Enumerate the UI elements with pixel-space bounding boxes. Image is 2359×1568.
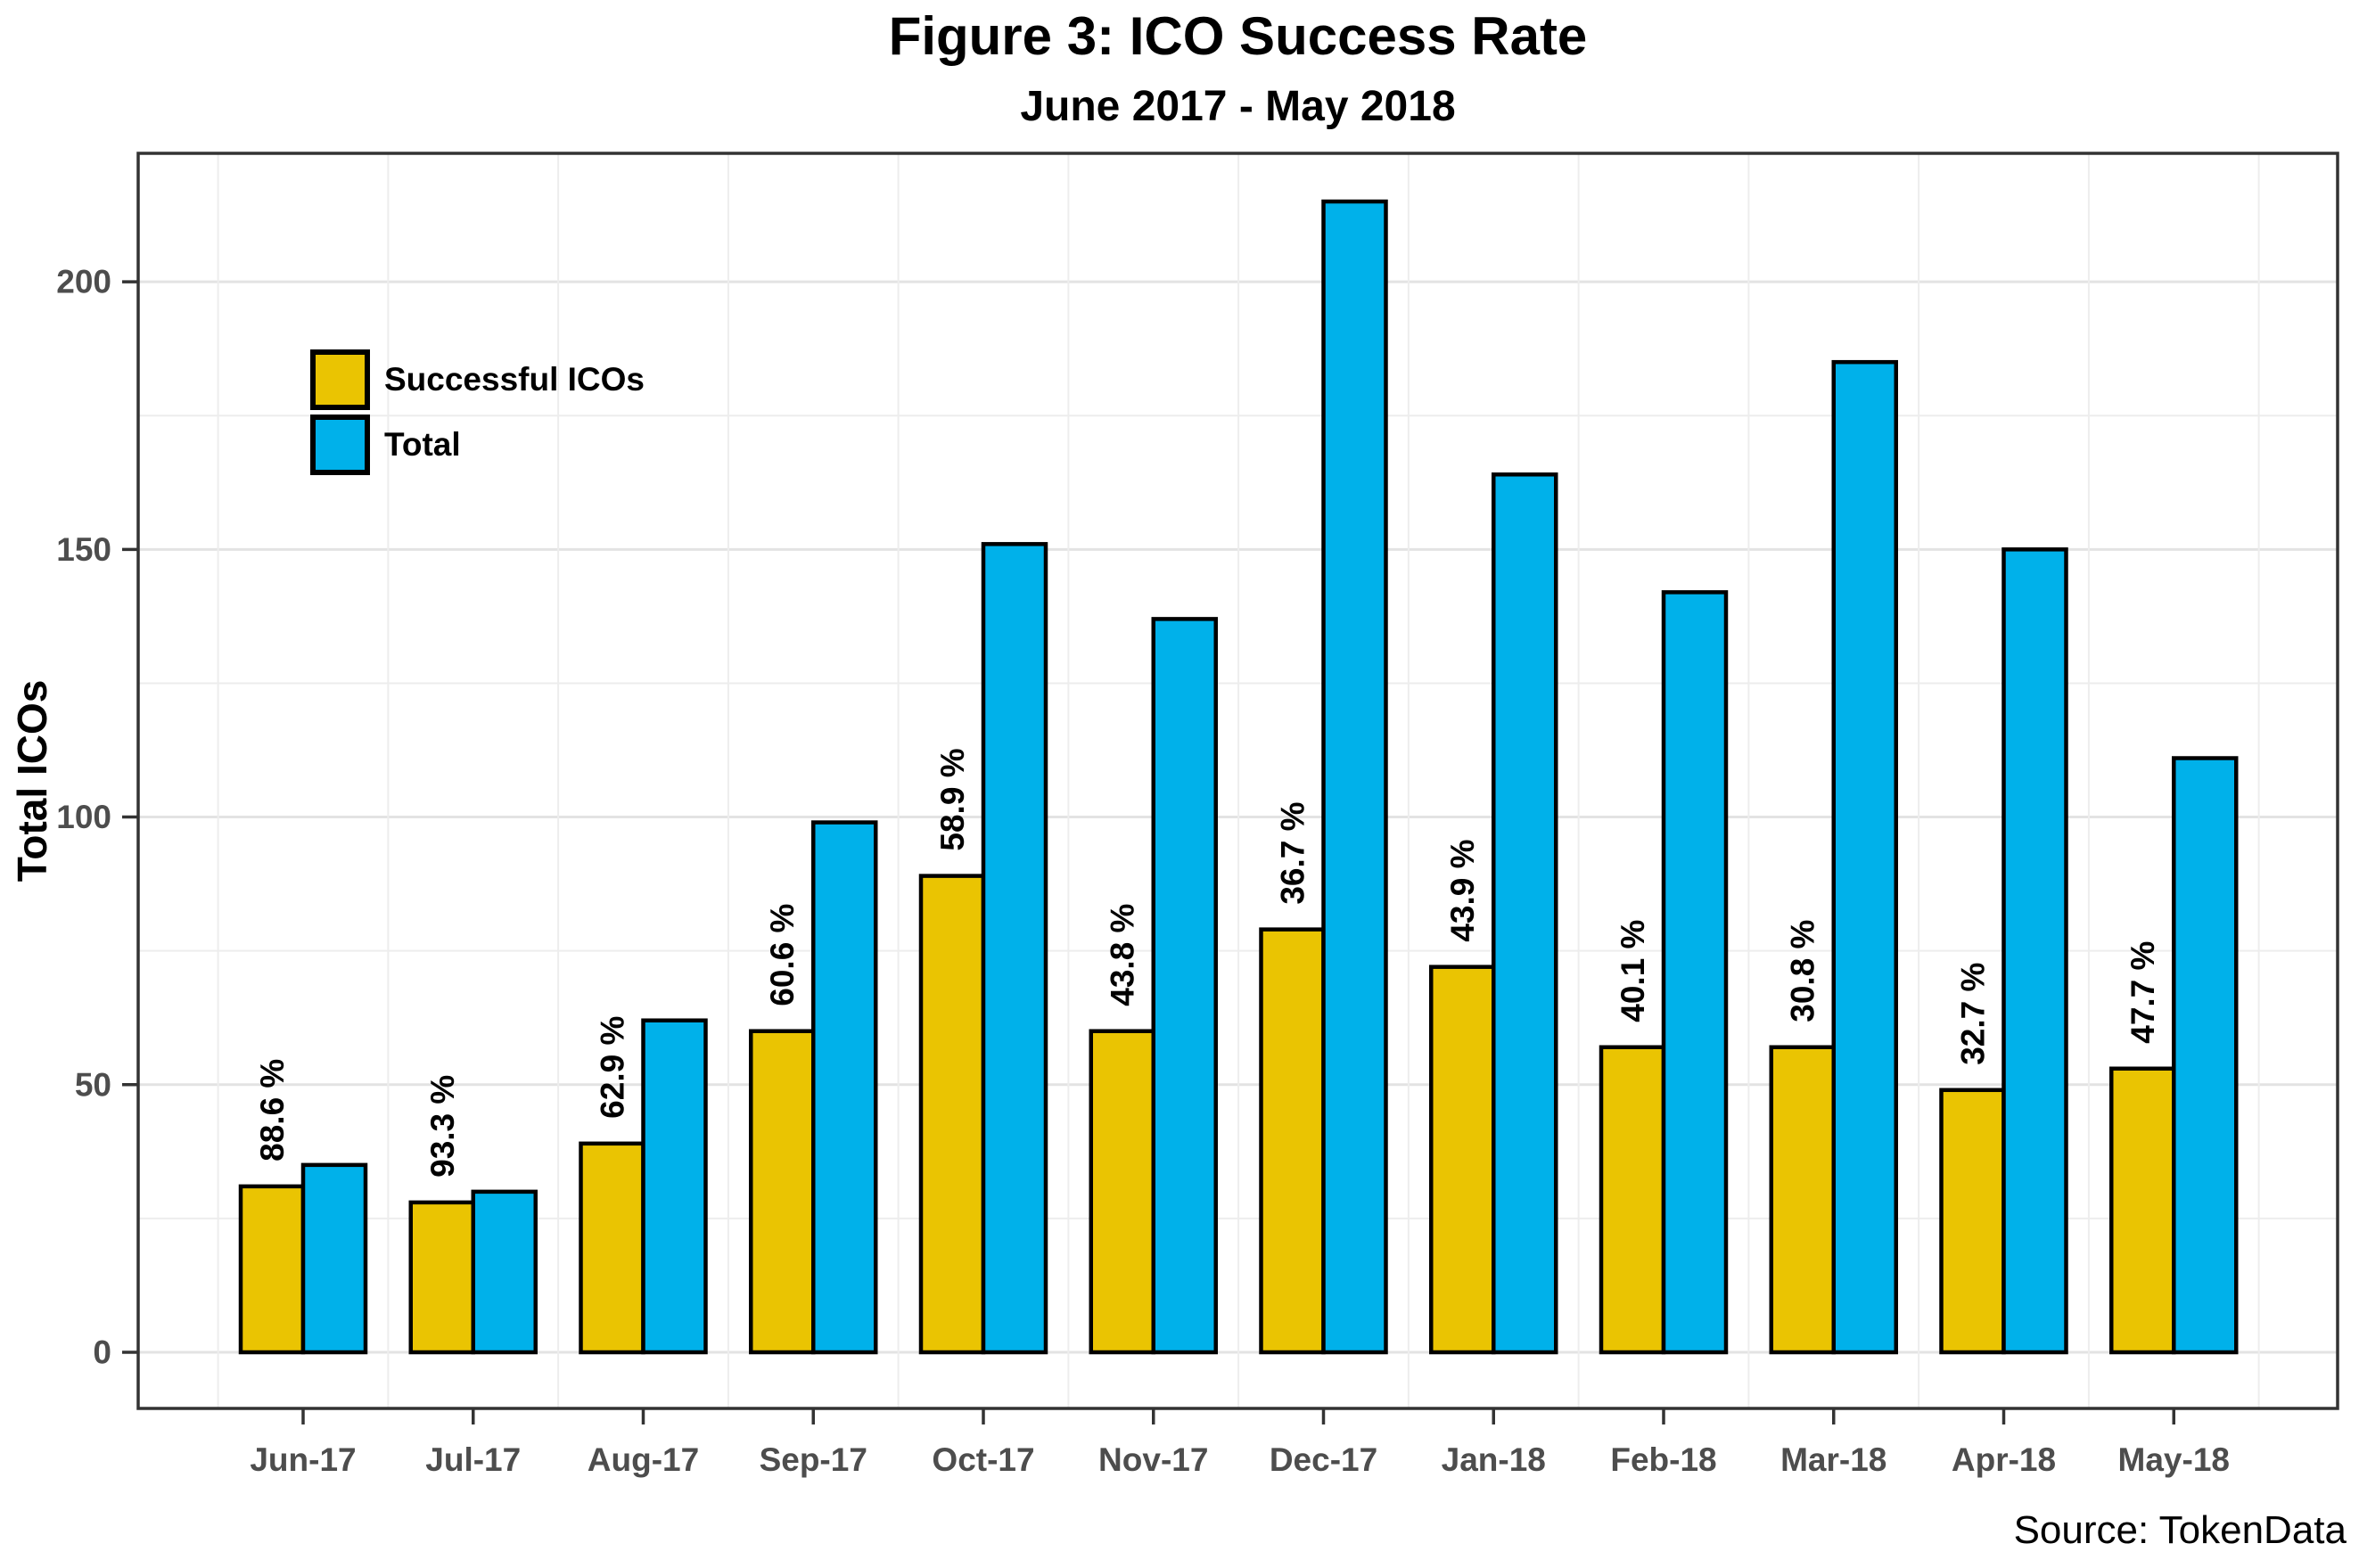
- y-tick-label-100: 100: [56, 799, 111, 835]
- x-tick-label-Apr-18: Apr-18: [1952, 1441, 2056, 1478]
- pct-label-Mar-18: 30.8 %: [1785, 920, 1821, 1022]
- pct-label-Feb-18: 40.1 %: [1615, 920, 1651, 1022]
- x-tick-label-Aug-17: Aug-17: [588, 1441, 699, 1478]
- bar-group-Feb-18: [1599, 590, 1729, 1355]
- bar-successful-Aug-17: [579, 1141, 645, 1355]
- bar-successful-Jul-17: [408, 1200, 475, 1355]
- pct-label-Dec-17: 36.7 %: [1275, 801, 1311, 904]
- chart-title: Figure 3: ICO Success Rate: [888, 6, 1588, 66]
- bar-group-Dec-17: [1259, 199, 1388, 1355]
- x-tick-label-Sep-17: Sep-17: [760, 1441, 867, 1478]
- y-tick-label-200: 200: [56, 264, 111, 300]
- legend-label-total: Total: [384, 426, 461, 463]
- bar-total-Nov-17: [1151, 617, 1218, 1355]
- panel-border: [136, 152, 2339, 1410]
- x-tick-label-Feb-18: Feb-18: [1610, 1441, 1716, 1478]
- source-note: Source: TokenData: [2013, 1508, 2347, 1552]
- x-tick-label-May-18: May-18: [2118, 1441, 2230, 1478]
- pct-label-Oct-17: 58.9 %: [934, 748, 971, 850]
- pct-label-Nov-17: 43.8 %: [1105, 904, 1141, 1006]
- bar-successful-Mar-18: [1769, 1045, 1836, 1355]
- pct-label-Jul-17: 93.3 %: [424, 1075, 461, 1178]
- bar-total-Feb-18: [1661, 590, 1729, 1355]
- bar-total-Oct-17: [981, 542, 1048, 1355]
- bar-total-Aug-17: [641, 1018, 708, 1355]
- bar-successful-Dec-17: [1259, 927, 1326, 1355]
- y-axis-title: Total ICOs: [9, 680, 55, 883]
- legend-swatch-successful: [310, 349, 370, 410]
- legend-label-successful: Successful ICOs: [384, 361, 645, 398]
- legend-item-successful: Successful ICOs: [310, 349, 645, 410]
- bar-group-Oct-17: [918, 542, 1048, 1355]
- bar-successful-Jun-17: [238, 1184, 306, 1355]
- bar-total-Apr-18: [2001, 547, 2068, 1355]
- chart-subtitle: June 2017 - May 2018: [1020, 83, 1456, 130]
- y-tick-label-0: 0: [93, 1334, 111, 1371]
- x-tick-label-Oct-17: Oct-17: [932, 1441, 1034, 1478]
- bar-total-Sep-17: [811, 820, 878, 1355]
- x-tick-label-Nov-17: Nov-17: [1098, 1441, 1208, 1478]
- y-tick-label-150: 150: [56, 531, 111, 568]
- bar-total-Jul-17: [471, 1189, 538, 1355]
- bar-successful-Jan-18: [1429, 965, 1496, 1355]
- y-tick-label-50: 50: [75, 1066, 111, 1103]
- bar-group-Aug-17: [579, 1018, 708, 1355]
- x-tick-label-Jan-18: Jan-18: [1442, 1441, 1546, 1478]
- bar-total-Mar-18: [1831, 359, 1898, 1355]
- x-tick-label-Jul-17: Jul-17: [425, 1441, 521, 1478]
- bar-group-Jan-18: [1429, 472, 1558, 1355]
- bar-successful-Feb-18: [1599, 1045, 1666, 1355]
- bar-successful-Nov-17: [1089, 1029, 1155, 1355]
- bar-group-Mar-18: [1769, 359, 1898, 1355]
- legend-swatch-total: [310, 415, 370, 475]
- bar-group-Jul-17: [408, 1189, 538, 1355]
- bar-group-Jun-17: [238, 1162, 368, 1355]
- bar-total-Jun-17: [300, 1162, 368, 1355]
- x-tick-label-Mar-18: Mar-18: [1780, 1441, 1886, 1478]
- bar-total-Dec-17: [1321, 199, 1388, 1355]
- bar-group-May-18: [2109, 756, 2239, 1355]
- bar-successful-Apr-18: [1939, 1088, 2006, 1355]
- bar-successful-May-18: [2109, 1066, 2176, 1355]
- bar-group-Apr-18: [1939, 547, 2068, 1355]
- x-tick-label-Dec-17: Dec-17: [1270, 1441, 1377, 1478]
- bar-total-Jan-18: [1492, 472, 1558, 1355]
- pct-label-Sep-17: 60.6 %: [764, 904, 801, 1006]
- pct-label-Jan-18: 43.9 %: [1444, 839, 1481, 941]
- pct-label-Apr-18: 32.7 %: [1955, 963, 1992, 1065]
- pct-label-May-18: 47.7 %: [2125, 941, 2161, 1044]
- bar-group-Sep-17: [749, 820, 878, 1355]
- bar-successful-Sep-17: [749, 1029, 816, 1355]
- pct-label-Aug-17: 62.9 %: [595, 1016, 631, 1119]
- bar-total-May-18: [2172, 756, 2239, 1355]
- bar-successful-Oct-17: [918, 874, 986, 1355]
- legend-item-total: Total: [310, 415, 461, 475]
- pct-label-Jun-17: 88.6 %: [254, 1059, 291, 1162]
- bar-group-Nov-17: [1089, 617, 1218, 1355]
- x-tick-label-Jun-17: Jun-17: [250, 1441, 356, 1478]
